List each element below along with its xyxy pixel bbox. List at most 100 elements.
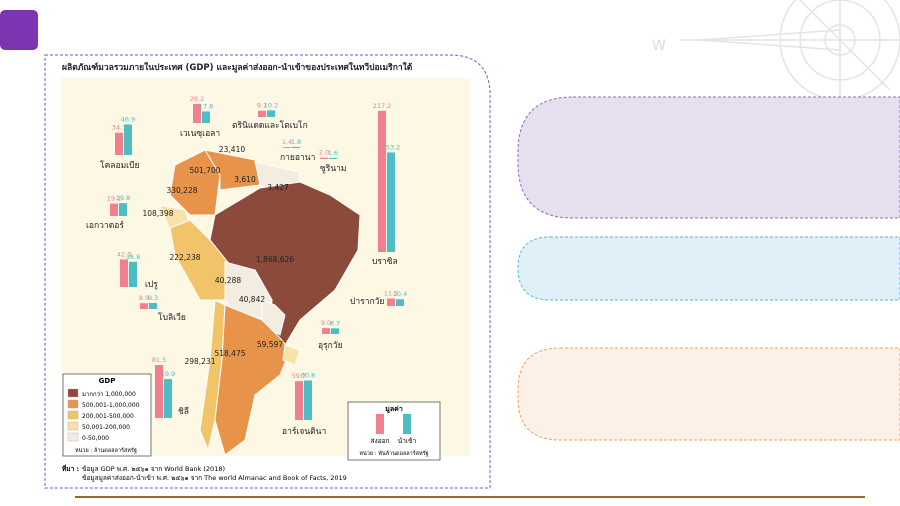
export-label: 9.0: [321, 319, 331, 327]
import-bar: [387, 152, 395, 252]
legend-item: มากกว่า 1,000,000: [82, 391, 136, 398]
import-label: 10.2: [264, 101, 278, 109]
export-label: 19.1: [107, 195, 121, 203]
blue-panel: [517, 236, 900, 301]
argentina: [214, 304, 291, 456]
export-label: 8.9: [139, 294, 149, 302]
country-name: ชิลี: [178, 406, 189, 417]
legend-swatch: [67, 432, 79, 442]
import-bar: [329, 157, 337, 159]
legend-swatch: [67, 410, 79, 420]
export-label: 217.2: [373, 102, 392, 110]
gdp-legend-title: GDP: [99, 377, 116, 385]
legend-item: 200,001-500,000: [82, 413, 134, 420]
import-bar: [129, 261, 137, 287]
compass-letter: W: [652, 38, 666, 54]
gdp-value: 222,238: [169, 253, 200, 262]
trade-legend-box: [347, 401, 441, 461]
legend-item: 50,001-200,000: [82, 424, 130, 431]
export-label: 9.7: [257, 102, 267, 110]
import-label: 38.8: [126, 253, 140, 261]
export-bar: [115, 132, 123, 155]
country-name: อุรุกวัย: [318, 341, 343, 351]
gdp-value: 40,288: [215, 276, 241, 285]
trade-unit: หน่วย : พันล้านดอลลาร์สหรัฐ: [359, 450, 428, 457]
legend-import: นำเข้า: [398, 437, 417, 445]
country-name: โคลอมเบีย: [100, 160, 139, 171]
import-bar: [202, 111, 210, 123]
gdp-value: 330,228: [166, 186, 197, 195]
country-name: เวเนซุเอลา: [180, 129, 220, 139]
gdp-value: 501,700: [189, 166, 220, 175]
import-bar: [396, 299, 404, 306]
export-bar: [155, 365, 163, 418]
export-label: 11.5: [384, 290, 398, 298]
import-bar: [267, 110, 275, 117]
export-bar: [322, 328, 330, 334]
export-bar: [120, 259, 128, 287]
import-label: 46.9: [121, 116, 135, 124]
export-bar: [320, 157, 328, 159]
peach-panel: [517, 347, 900, 441]
export-bar: [110, 203, 118, 216]
export-label: 59.7: [292, 372, 306, 380]
gdp-value: 518,475: [214, 349, 245, 358]
legend-export: ส่งออก: [371, 437, 390, 445]
purple-panel: [517, 96, 900, 219]
legend-swatch: [67, 421, 79, 431]
gdp-value: 3,610: [234, 175, 256, 184]
import-label: 17.8: [199, 102, 213, 110]
export-label: 1.4: [282, 138, 292, 146]
import-label: 8.7: [330, 319, 340, 327]
gdp-unit: หน่วย : ล้านดอลลาร์สหรัฐ: [75, 447, 137, 454]
legend-item: 500,001-1,000,000: [82, 402, 140, 409]
title: ผลิตภัณฑ์มวลรวมภายในประเทศ (GDP) และมูลค…: [62, 62, 413, 73]
import-bar: [119, 203, 127, 216]
legend-swatch: [67, 399, 79, 409]
import-bar: [292, 146, 300, 148]
country-name: กายอานา: [280, 153, 315, 163]
country-name: ปารากวัย: [350, 297, 384, 307]
export-bar: [283, 147, 291, 148]
import-bar: [164, 379, 172, 418]
trade-legend-title: มูลค่า: [385, 405, 403, 414]
import-label: 59.9: [161, 370, 175, 378]
source-line: ข้อมูลมูลค่าส่งออก-นำเข้า พ.ศ. ๒๕๖๑ จาก …: [82, 474, 347, 482]
export-bar: [140, 303, 148, 309]
gdp-value: 23,410: [219, 145, 245, 154]
export-bar: [387, 298, 395, 306]
export-label: 2.0: [319, 149, 329, 157]
export-label: 29.2: [190, 95, 204, 103]
source-line: ข้อมูล GDP พ.ศ. ๒๕๖๑ จาก World Bank (201…: [82, 465, 225, 473]
country-name: โบลิเวีย: [158, 312, 186, 323]
import-label: 19.8: [116, 194, 130, 202]
source-label: ที่มา :: [62, 463, 79, 473]
export-label: 81.5: [152, 356, 166, 364]
import-bar: [149, 302, 157, 309]
country-name: ซูรินาม: [320, 164, 347, 174]
import-label: 9.3: [148, 294, 158, 302]
venezuela: [203, 149, 261, 191]
import-bar: [124, 124, 132, 155]
country-name: เอกวาดอร์: [86, 220, 124, 231]
import-label: 153.2: [382, 143, 401, 151]
country-name: อาร์เจนตินา: [282, 426, 326, 437]
legend-bar: [403, 414, 411, 434]
export-label: 42.3: [117, 251, 131, 259]
uruguay: [282, 344, 301, 366]
legend-item: 0-50,000: [82, 435, 109, 442]
import-label: 10.4: [393, 290, 407, 298]
gdp-value: 3,427: [267, 183, 289, 192]
country-name: เปรู: [145, 280, 158, 290]
legend-bar: [376, 414, 384, 434]
gdp-value: 108,398: [142, 209, 173, 218]
gdp-value: 40,842: [239, 295, 265, 304]
map: [159, 149, 361, 456]
export-bar: [193, 104, 201, 123]
export-bar: [295, 381, 303, 420]
country-name: ตรินิแดดและโตเบโก: [232, 120, 308, 131]
corner-block: [0, 10, 38, 50]
country-name: บราซิล: [372, 257, 398, 267]
